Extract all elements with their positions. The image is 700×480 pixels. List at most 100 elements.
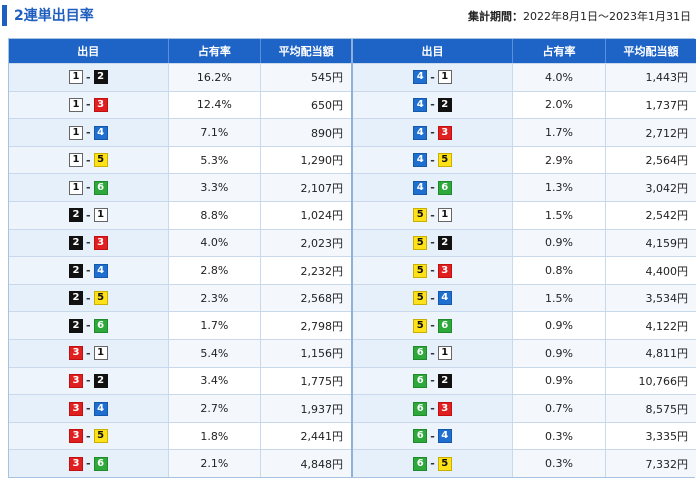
period-value: 2022年8月1日〜2023年1月31日 <box>523 10 691 23</box>
boat-number-badge: 4 <box>437 291 452 306</box>
table-row: 1-3 12.4% 650円 <box>9 90 351 119</box>
boat-number-badge: 5 <box>413 208 428 223</box>
boat-number-badge: 6 <box>413 373 428 388</box>
payout-cell: 2,542円 <box>606 202 696 229</box>
combo-cell: 2-1 <box>9 202 169 229</box>
table-row: 5-1 1.5% 2,542円 <box>353 201 696 229</box>
rate-cell: 12.4% <box>168 91 262 119</box>
combo-cell: 5-2 <box>353 229 513 257</box>
table-row: 6-3 0.7% 8,575円 <box>353 394 696 422</box>
table-row: 4-5 2.9% 2,564円 <box>353 145 696 174</box>
column-header-combo: 出目 <box>353 39 513 64</box>
column-header-rate: 占有率 <box>513 39 606 64</box>
combo-dash: - <box>430 457 435 471</box>
boat-number-badge: 2 <box>437 373 452 388</box>
rate-cell: 2.9% <box>513 146 606 174</box>
payout-cell: 1,775円 <box>261 367 351 395</box>
payout-cell: 2,441円 <box>261 422 351 450</box>
boat-number-badge: 5 <box>93 429 108 444</box>
table-row: 6-2 0.9% 10,766円 <box>353 366 696 395</box>
title-accent-bar <box>2 5 7 26</box>
boat-number-badge: 1 <box>93 208 108 223</box>
payout-cell: 4,122円 <box>606 312 696 340</box>
payout-cell: 3,335円 <box>606 422 696 450</box>
table-row: 5-3 0.8% 4,400円 <box>353 256 696 284</box>
combo-cell: 1-2 <box>9 64 169 91</box>
payout-cell: 2,564円 <box>606 146 696 174</box>
table-header-right: 出目 占有率 平均配当額 <box>353 39 696 64</box>
boat-number-badge: 1 <box>437 208 452 223</box>
rate-cell: 3.4% <box>168 367 262 395</box>
combo-cell: 4-5 <box>353 146 513 174</box>
boat-number-badge: 1 <box>68 125 83 140</box>
aggregation-period: 集計期間：2022年8月1日〜2023年1月31日 <box>468 9 691 25</box>
table-body-right: 4-1 4.0% 1,443円 4-2 2.0% 1,737円 4-3 1.7% 2,712円 4… <box>353 63 696 477</box>
combo-dash: - <box>430 402 435 416</box>
boat-number-badge: 5 <box>93 291 108 306</box>
payout-cell: 4,811円 <box>606 340 696 367</box>
rate-cell: 1.5% <box>513 202 606 229</box>
combo-cell: 6-1 <box>353 340 513 367</box>
rate-cell: 0.3% <box>513 450 606 477</box>
rate-cell: 0.7% <box>513 395 606 422</box>
combo-dash: - <box>85 346 91 360</box>
table-row: 4-2 2.0% 1,737円 <box>353 90 696 119</box>
payout-cell: 1,937円 <box>261 395 351 422</box>
boat-number-badge: 5 <box>437 456 452 471</box>
payout-cell: 890円 <box>261 119 351 146</box>
combo-dash: - <box>430 208 435 222</box>
table-row: 6-5 0.3% 7,332円 <box>353 449 696 477</box>
boat-number-badge: 6 <box>93 318 108 333</box>
table-left-half: 出目 占有率 平均配当額 1-2 16.2% 545円 1-3 12.4% 650円 1-4… <box>9 39 353 477</box>
payout-cell: 650円 <box>261 91 351 119</box>
combo-cell: 4-1 <box>353 64 513 91</box>
combo-cell: 5-4 <box>353 284 513 312</box>
boat-number-badge: 1 <box>93 346 108 361</box>
boat-number-badge: 6 <box>93 456 108 471</box>
combo-dash: - <box>430 264 435 278</box>
boat-number-badge: 6 <box>413 401 428 416</box>
rate-cell: 2.0% <box>513 91 606 119</box>
table-row: 5-6 0.9% 4,122円 <box>353 311 696 340</box>
boat-number-badge: 3 <box>68 373 83 388</box>
table-row: 1-4 7.1% 890円 <box>9 118 351 146</box>
table-row: 2-4 2.8% 2,232円 <box>9 256 351 284</box>
rate-cell: 8.8% <box>168 202 262 229</box>
combo-dash: - <box>85 429 91 443</box>
table-row: 5-2 0.9% 4,159円 <box>353 228 696 257</box>
boat-number-badge: 2 <box>437 235 452 250</box>
boat-number-badge: 4 <box>413 125 428 140</box>
boat-number-badge: 3 <box>68 456 83 471</box>
combo-dash: - <box>430 153 435 167</box>
combo-cell: 1-3 <box>9 91 169 119</box>
rate-cell: 0.3% <box>513 422 606 450</box>
boat-number-badge: 2 <box>68 318 83 333</box>
combo-cell: 5-6 <box>353 312 513 340</box>
payout-cell: 1,156円 <box>261 340 351 367</box>
combo-dash: - <box>430 291 435 305</box>
boat-number-badge: 4 <box>413 180 428 195</box>
rate-cell: 7.1% <box>168 119 262 146</box>
combo-dash: - <box>430 346 435 360</box>
combo-dash: - <box>85 291 91 305</box>
combo-dash: - <box>430 319 435 333</box>
payout-cell: 2,568円 <box>261 284 351 312</box>
boat-number-badge: 5 <box>413 263 428 278</box>
combo-cell: 6-2 <box>353 367 513 395</box>
boat-number-badge: 5 <box>93 153 108 168</box>
table-body-left: 1-2 16.2% 545円 1-3 12.4% 650円 1-4 7.1% 890円 1-5 5.… <box>9 63 351 477</box>
boat-number-badge: 4 <box>413 97 428 112</box>
payout-cell: 4,400円 <box>606 257 696 284</box>
combo-cell: 5-1 <box>353 202 513 229</box>
payout-cell: 545円 <box>261 64 351 91</box>
combo-dash: - <box>85 126 91 140</box>
column-header-payout: 平均配当額 <box>278 45 334 59</box>
payout-cell: 1,290円 <box>261 146 351 174</box>
rate-cell: 1.7% <box>168 312 262 340</box>
boat-number-badge: 1 <box>437 70 452 85</box>
payout-cell: 2,107円 <box>261 174 351 202</box>
boat-number-badge: 3 <box>68 401 83 416</box>
boat-number-badge: 5 <box>413 235 428 250</box>
boat-number-badge: 1 <box>68 97 83 112</box>
payout-cell: 2,232円 <box>261 257 351 284</box>
